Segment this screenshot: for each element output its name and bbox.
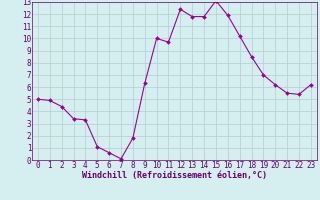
X-axis label: Windchill (Refroidissement éolien,°C): Windchill (Refroidissement éolien,°C)	[82, 171, 267, 180]
